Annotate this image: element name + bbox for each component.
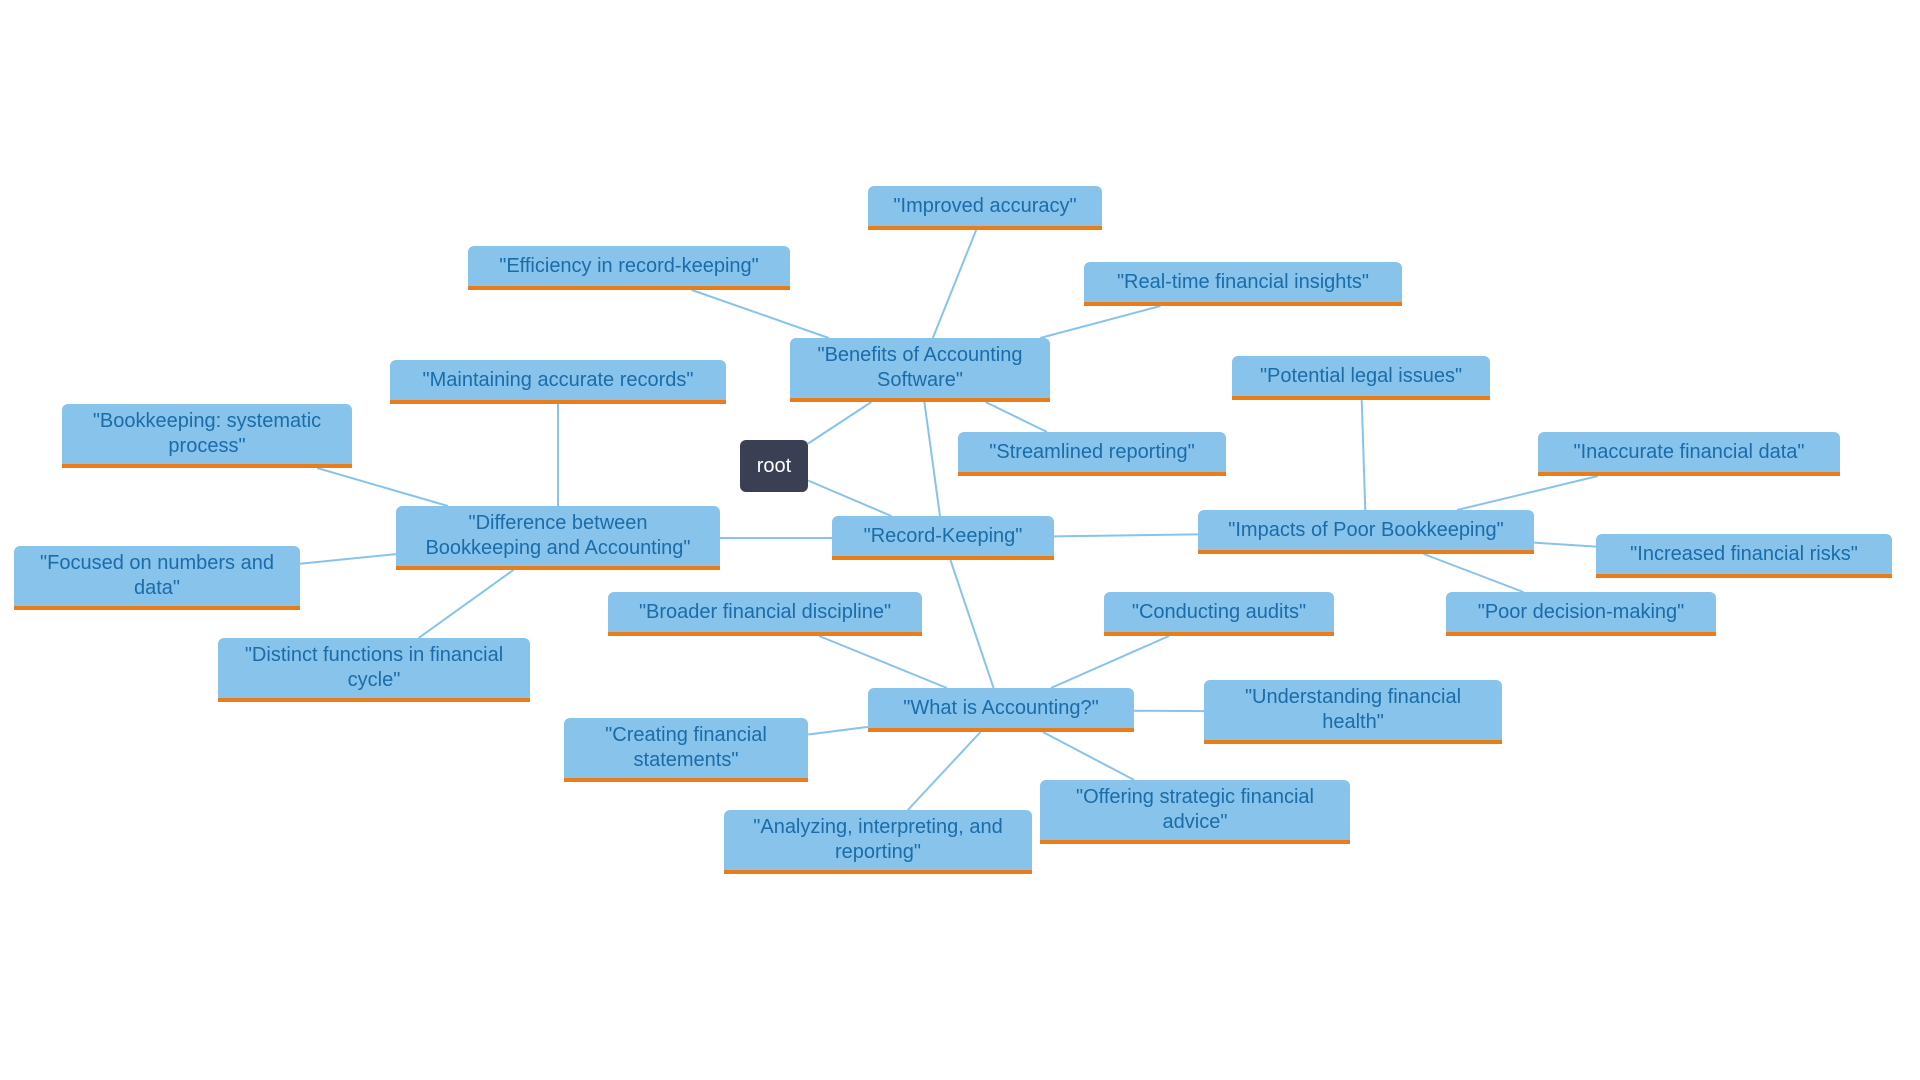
concept-node[interactable]: "Impacts of Poor Bookkeeping" [1198,510,1534,554]
node-label: "Bookkeeping: systematic process" [76,409,338,459]
concept-node[interactable]: "Streamlined reporting" [958,432,1226,476]
node-label: "Potential legal issues" [1260,364,1462,389]
concept-node[interactable]: "Conducting audits" [1104,592,1334,636]
concept-node[interactable]: "Potential legal issues" [1232,356,1490,400]
concept-node[interactable]: "What is Accounting?" [868,688,1134,732]
concept-node[interactable]: "Bookkeeping: systematic process" [62,404,352,468]
concept-node[interactable]: "Broader financial discipline" [608,592,922,636]
concept-node[interactable]: "Distinct functions in financial cycle" [218,638,530,702]
node-label: "Increased financial risks" [1630,542,1858,567]
edge [908,732,981,810]
concept-node[interactable]: "Creating financial statements" [564,718,808,782]
edge [1054,534,1198,536]
node-label: "Understanding financial health" [1218,685,1488,735]
edge [819,636,947,688]
concept-node[interactable]: "Improved accuracy" [868,186,1102,230]
concept-node[interactable]: "Focused on numbers and data" [14,546,300,610]
node-label: "Improved accuracy" [893,194,1076,219]
concept-node[interactable]: "Increased financial risks" [1596,534,1892,578]
node-label: "Efficiency in record-keeping" [499,254,759,279]
concept-node[interactable]: "Maintaining accurate records" [390,360,726,404]
edge [933,230,976,338]
concept-node[interactable]: "Benefits of Accounting Software" [790,338,1050,402]
edge [1534,543,1596,547]
edge [924,402,940,516]
node-label: "What is Accounting?" [903,696,1098,721]
node-label: "Creating financial statements" [578,723,794,773]
edge [986,402,1047,432]
node-label: "Poor decision-making" [1478,600,1685,625]
edge [950,560,993,688]
root-node[interactable]: root [740,440,808,492]
edge [808,727,868,735]
edge [1457,476,1598,510]
concept-node[interactable]: "Difference between Bookkeeping and Acco… [396,506,720,570]
edge [300,554,396,564]
edge [317,468,448,506]
node-label: "Conducting audits" [1132,600,1306,625]
concept-node[interactable]: "Record-Keeping" [832,516,1054,560]
concept-node[interactable]: "Efficiency in record-keeping" [468,246,790,290]
node-label: "Real-time financial insights" [1117,270,1369,295]
edge [419,570,514,638]
edge [1362,400,1366,510]
node-label: "Analyzing, interpreting, and reporting" [738,815,1018,865]
node-label: "Impacts of Poor Bookkeeping" [1228,518,1503,543]
edge [808,480,891,516]
concept-node[interactable]: "Analyzing, interpreting, and reporting" [724,810,1032,874]
concept-node[interactable]: "Offering strategic financial advice" [1040,780,1350,844]
node-label: root [757,454,791,479]
edge [692,290,829,338]
node-label: "Record-Keeping" [864,524,1023,549]
node-label: "Offering strategic financial advice" [1054,785,1336,835]
concept-node[interactable]: "Inaccurate financial data" [1538,432,1840,476]
edge [1051,636,1169,688]
concept-node[interactable]: "Poor decision-making" [1446,592,1716,636]
node-label: "Difference between Bookkeeping and Acco… [410,511,706,561]
edge [1043,732,1134,780]
node-label: "Maintaining accurate records" [423,368,694,393]
edge [1040,306,1160,338]
node-label: "Inaccurate financial data" [1573,440,1804,465]
node-label: "Streamlined reporting" [989,440,1194,465]
node-label: "Distinct functions in financial cycle" [232,643,516,693]
node-label: "Benefits of Accounting Software" [804,343,1036,393]
node-label: "Focused on numbers and data" [28,551,286,601]
concept-node[interactable]: "Understanding financial health" [1204,680,1502,744]
concept-node[interactable]: "Real-time financial insights" [1084,262,1402,306]
node-label: "Broader financial discipline" [639,600,891,625]
edge [808,402,871,444]
edge [1424,554,1524,592]
